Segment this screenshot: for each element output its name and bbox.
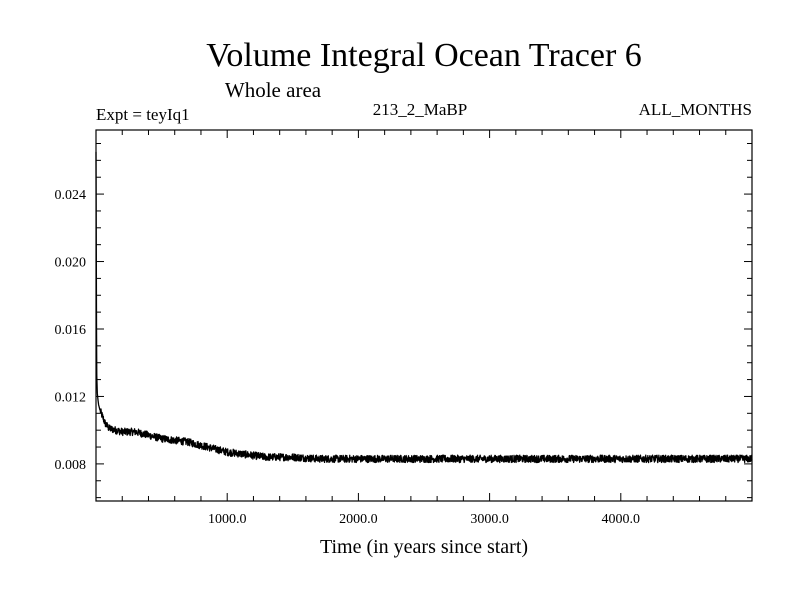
- y-tick-label: 0.008: [55, 458, 87, 473]
- months-label: ALL_MONTHS: [639, 100, 752, 119]
- y-tick-label: 0.020: [55, 256, 87, 271]
- y-tick-label: 0.024: [55, 188, 87, 203]
- experiment-label: Expt = teyIq1: [96, 105, 190, 124]
- chart-subtitle: Whole area: [225, 78, 322, 102]
- tick-labels: 1000.0 2000.0 3000.0 4000.0 0.008 0.012 0.016 0…: [55, 188, 641, 527]
- plot-area-frame: [95, 129, 753, 502]
- plot-series: [95, 151, 753, 464]
- x-tick-label: 1000.0: [208, 512, 247, 527]
- y-tick-label: 0.016: [55, 323, 87, 338]
- x-axis-label: Time (in years since start): [320, 536, 528, 558]
- y-tick-label: 0.012: [55, 390, 87, 405]
- x-tick-label: 4000.0: [602, 512, 641, 527]
- x-tick-label: 2000.0: [339, 512, 378, 527]
- x-tick-label: 3000.0: [470, 512, 509, 527]
- series-line: [95, 151, 753, 464]
- chart-title: Volume Integral Ocean Tracer 6: [206, 37, 642, 74]
- run-label: 213_2_MaBP: [373, 100, 467, 119]
